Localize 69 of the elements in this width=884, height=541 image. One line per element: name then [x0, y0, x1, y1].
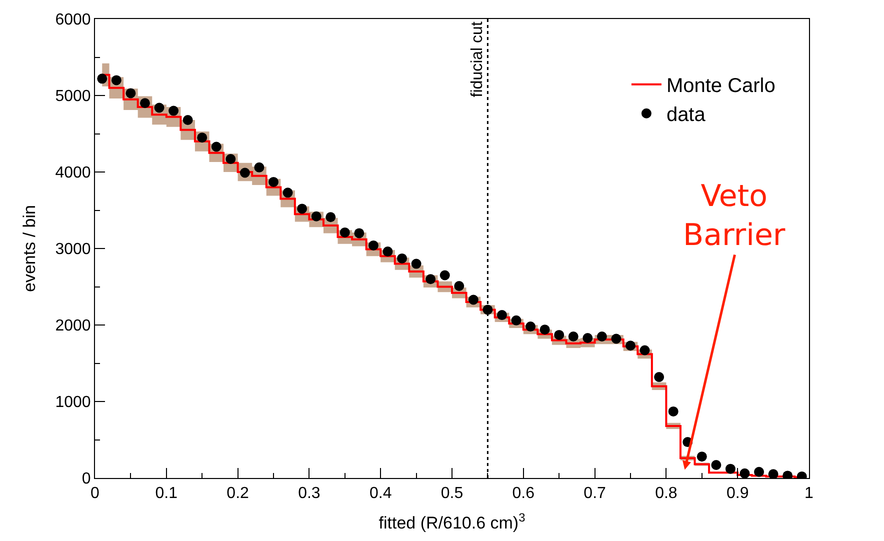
y-tick-label: 4000	[55, 164, 91, 182]
annotation: Veto Barrier	[683, 179, 786, 253]
x-axis-title: fitted (R/610.6 cm)$^{3}$	[378, 510, 526, 533]
point	[468, 294, 478, 305]
point	[454, 280, 464, 291]
point	[168, 106, 179, 116]
x-tick-label: 0.8	[655, 485, 678, 502]
legend-label: data	[666, 104, 706, 126]
point	[254, 162, 264, 172]
point	[696, 452, 707, 462]
point	[311, 211, 322, 222]
point	[354, 228, 364, 238]
point	[154, 102, 164, 113]
point	[768, 469, 778, 478]
point	[511, 315, 522, 326]
point	[540, 324, 550, 335]
point	[340, 227, 350, 238]
point	[582, 333, 593, 344]
point	[711, 460, 722, 470]
point	[640, 345, 650, 356]
point	[754, 466, 764, 477]
point	[182, 114, 193, 125]
point	[211, 142, 222, 152]
point	[97, 74, 108, 84]
point	[268, 176, 278, 187]
point	[654, 372, 664, 382]
x-tick-label: 0.5	[440, 485, 464, 502]
point	[626, 340, 636, 351]
point	[282, 188, 293, 198]
point	[426, 274, 436, 284]
y-tick-label: 0	[82, 470, 91, 488]
point	[297, 204, 308, 214]
y-axis-title: events / bin	[20, 205, 39, 292]
ref-line-label: fiducial cut	[469, 21, 486, 98]
point	[611, 334, 622, 344]
x-tick-label: 1	[804, 485, 814, 502]
x-tick-label: 0.1	[155, 485, 178, 502]
point	[382, 246, 393, 257]
point	[668, 406, 678, 416]
x-tick-label: 0.6	[512, 485, 535, 502]
point	[568, 331, 578, 342]
point	[140, 98, 150, 108]
y-tick-label: 5000	[55, 88, 91, 106]
point	[326, 212, 336, 222]
point	[725, 464, 736, 474]
y-tick-label: 3000	[55, 241, 91, 258]
y-tick-label: 2000	[55, 318, 91, 335]
point	[368, 240, 378, 250]
x-tick-label: 0.7	[584, 485, 606, 502]
y-tick-label: 6000	[55, 12, 91, 29]
point	[596, 331, 607, 342]
point	[126, 88, 136, 98]
point	[526, 322, 536, 332]
point	[111, 75, 122, 86]
y-tick-label: 1000	[55, 394, 91, 412]
point	[554, 330, 564, 340]
point	[226, 154, 236, 164]
point	[197, 132, 208, 143]
point	[240, 168, 250, 178]
point	[411, 258, 422, 269]
x-tick-label: 0.2	[226, 485, 250, 502]
point	[397, 253, 408, 264]
x-tick-label: 0.3	[298, 485, 320, 502]
point	[440, 270, 450, 280]
point	[740, 468, 750, 478]
legend-label: Monte Carlo	[666, 75, 776, 98]
x-tick-label: 0.9	[726, 485, 749, 502]
point	[496, 310, 507, 320]
x-tick-label: 0.4	[369, 485, 392, 502]
